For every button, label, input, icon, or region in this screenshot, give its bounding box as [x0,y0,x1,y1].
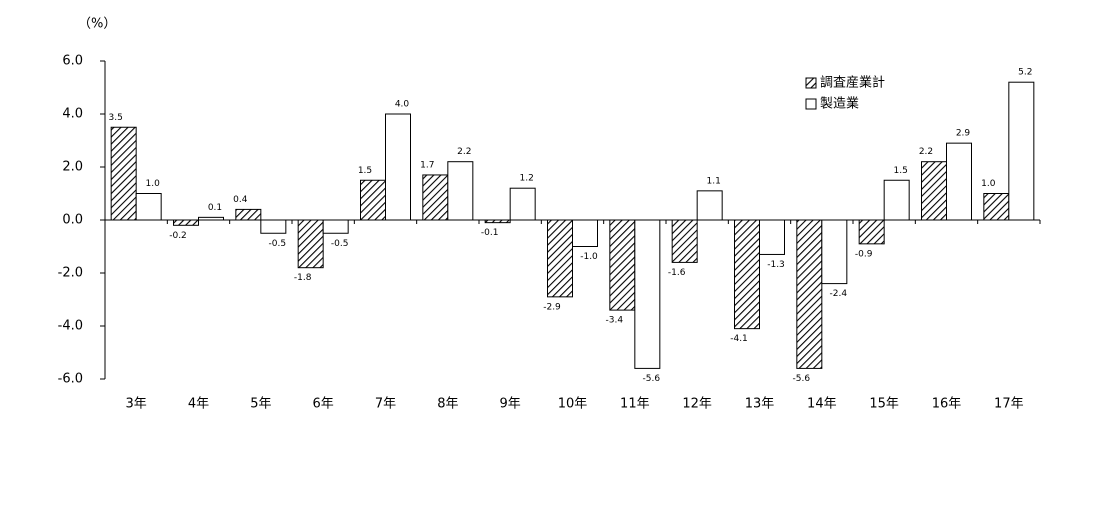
x-tick-label: 9年 [500,397,521,412]
bar [983,193,1010,221]
bar [198,216,224,221]
value-label: 1.0 [146,179,161,189]
x-tick-label: 14年 [807,397,837,412]
value-label: -0.9 [855,249,873,259]
x-tick-label: 5年 [250,397,271,412]
value-label: 1.7 [420,160,434,170]
bar [921,161,947,221]
x-tick-label: 8年 [437,397,458,412]
bar [173,219,199,226]
bar [883,179,910,221]
y-tick-label: -4.0 [58,319,83,334]
bar [634,219,661,369]
bar [297,219,324,269]
bar [360,179,386,221]
bar [696,190,723,221]
bar [858,219,885,245]
x-tick-label: 12年 [682,397,712,412]
y-tick-label: 0.0 [62,213,83,228]
value-label: 1.1 [707,176,721,186]
value-label: -5.6 [643,374,661,384]
value-label: 1.0 [981,179,996,189]
value-label: -0.1 [481,228,499,238]
y-tick-label: -6.0 [58,372,83,387]
x-tick-label: 10年 [558,397,588,412]
value-label: -0.5 [331,239,349,249]
bar [609,219,636,311]
legend-swatch [805,77,817,89]
value-label: -4.1 [730,334,748,344]
value-label: 2.9 [956,129,971,139]
y-tick-label: 4.0 [62,107,83,122]
x-tick-label: 4年 [188,397,209,412]
value-label: -0.5 [269,239,287,249]
value-label: 1.5 [894,166,908,176]
value-label: 2.2 [919,147,933,157]
bar [322,219,349,234]
bar [1008,81,1035,221]
value-label: 5.2 [1018,68,1032,78]
value-label: -1.6 [668,268,686,278]
value-label: -5.6 [793,374,811,384]
bar [385,113,411,221]
legend-label: 製造業 [820,96,859,112]
value-label: -3.4 [606,316,624,326]
x-tick-label: 16年 [932,397,962,412]
value-label: 0.4 [233,195,248,205]
x-tick-label: 13年 [745,397,775,412]
value-label: -1.8 [294,273,312,283]
bar [671,219,698,263]
bar [796,219,823,369]
bar [734,219,760,330]
x-tick-label: 7年 [375,397,396,412]
y-tick-label: 6.0 [62,54,83,69]
value-label: -2.9 [543,302,561,312]
legend-label: 調査産業計 [820,75,885,91]
x-tick-label: 17年 [994,397,1024,412]
bar [547,219,573,298]
value-label: -2.4 [830,289,848,299]
value-label: 0.1 [208,203,222,213]
bar [821,219,848,285]
x-tick-label: 3年 [126,397,147,412]
bar [110,126,137,221]
y-axis-label: （%） [78,17,116,32]
y-tick-label: 2.0 [62,160,83,175]
value-label: -0.2 [169,231,187,241]
bar [447,161,474,221]
legend-swatch [805,98,817,110]
value-label: -1.0 [580,252,598,262]
bar [260,219,287,234]
bar [422,174,449,221]
value-label: 1.2 [520,174,534,184]
x-tick-label: 6年 [313,397,334,412]
x-tick-label: 15年 [869,397,899,412]
x-tick-label: 11年 [620,397,650,412]
bar [235,208,262,221]
value-label: 3.5 [109,113,123,123]
value-label: 2.2 [457,147,471,157]
bar [484,219,511,224]
y-tick-label: -2.0 [58,266,83,281]
bar [946,142,972,221]
bar [572,219,598,247]
value-label: 1.5 [358,166,372,176]
bar [509,187,536,221]
bar [759,219,785,255]
value-label: 4.0 [395,100,410,110]
bar [135,193,162,221]
value-label: -1.3 [767,260,785,270]
